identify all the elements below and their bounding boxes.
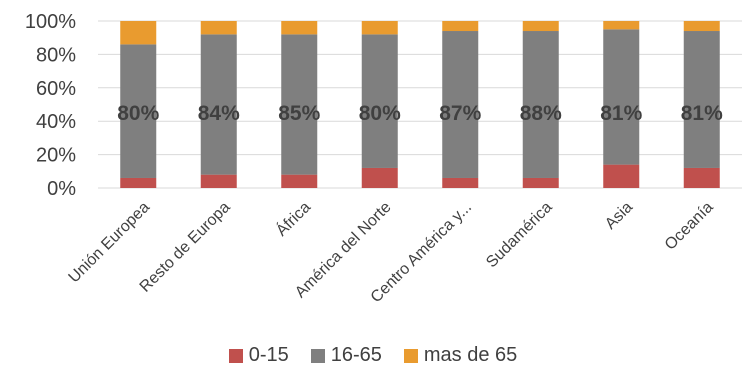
x-tick-label: Oceanía: [662, 199, 717, 254]
x-tick-label: Asia: [602, 199, 636, 233]
legend-item-16-65: 16-65: [310, 344, 382, 367]
legend-swatch-16-65: [310, 348, 325, 363]
x-tick-label: África: [272, 197, 314, 239]
legend-swatch-mas-de-65: [403, 348, 418, 363]
bar-segment-0-15: [442, 177, 479, 188]
legend-label-mas-de-65: mas de 65: [423, 344, 518, 366]
bar-segment-0-15: [361, 167, 398, 188]
legend: 0-15 16-65 mas de 65: [0, 344, 746, 367]
bar-segment-16-65: [683, 31, 720, 168]
bar-segment-mas-de-65: [442, 21, 479, 32]
bar-segment-mas-de-65: [683, 21, 720, 32]
bar-segment-0-15: [120, 177, 157, 188]
bar-segment-mas-de-65: [522, 21, 559, 32]
bar-segment-16-65: [281, 34, 318, 175]
bar-segment-0-15: [200, 174, 237, 188]
data-label: 84%: [198, 102, 240, 125]
bar-segment-mas-de-65: [120, 21, 157, 45]
x-tick-label: Resto de Europa: [137, 199, 234, 296]
data-label: 81%: [681, 102, 723, 125]
bar-segment-0-15: [603, 164, 640, 188]
y-tick-label: 40%: [36, 111, 76, 133]
y-tick-label: 80%: [36, 44, 76, 66]
bar-segment-mas-de-65: [361, 21, 398, 35]
legend-item-0-15: 0-15: [228, 344, 289, 367]
x-tick-label: Sudamérica: [483, 199, 555, 271]
bar-segment-16-65: [442, 31, 479, 178]
bar-segment-16-65: [120, 44, 157, 178]
y-tick-label: 20%: [36, 145, 76, 167]
bar-segment-16-65: [522, 31, 559, 178]
bar-segment-mas-de-65: [281, 21, 318, 35]
legend-item-mas-de-65: mas de 65: [403, 344, 518, 367]
legend-label-16-65: 16-65: [330, 344, 382, 366]
legend-label-0-15: 0-15: [248, 344, 289, 366]
stacked-bar-chart: 0% 20% 40% 60% 80% 100% 80% Unión Europea 84% Res…: [25, 11, 742, 306]
data-label: 80%: [117, 102, 159, 125]
bar-segment-mas-de-65: [603, 21, 640, 30]
y-tick-label: 100%: [25, 11, 76, 33]
y-tick-label: 60%: [36, 78, 76, 100]
bar-segment-16-65: [361, 34, 398, 168]
bar-segment-0-15: [522, 177, 559, 188]
x-tick-label: Unión Europea: [66, 199, 154, 287]
bar-segment-mas-de-65: [200, 21, 237, 35]
bar-segment-16-65: [603, 29, 640, 165]
bar-segment-0-15: [281, 174, 318, 188]
y-tick-label: 0%: [47, 178, 76, 200]
bar-segment-0-15: [683, 167, 720, 188]
data-label: 85%: [278, 102, 320, 125]
legend-swatch-0-15: [228, 348, 243, 363]
data-label: 80%: [359, 102, 401, 125]
data-label: 88%: [520, 102, 562, 125]
bar-segment-16-65: [200, 34, 237, 175]
data-label: 81%: [600, 102, 642, 125]
data-label: 87%: [439, 102, 481, 125]
